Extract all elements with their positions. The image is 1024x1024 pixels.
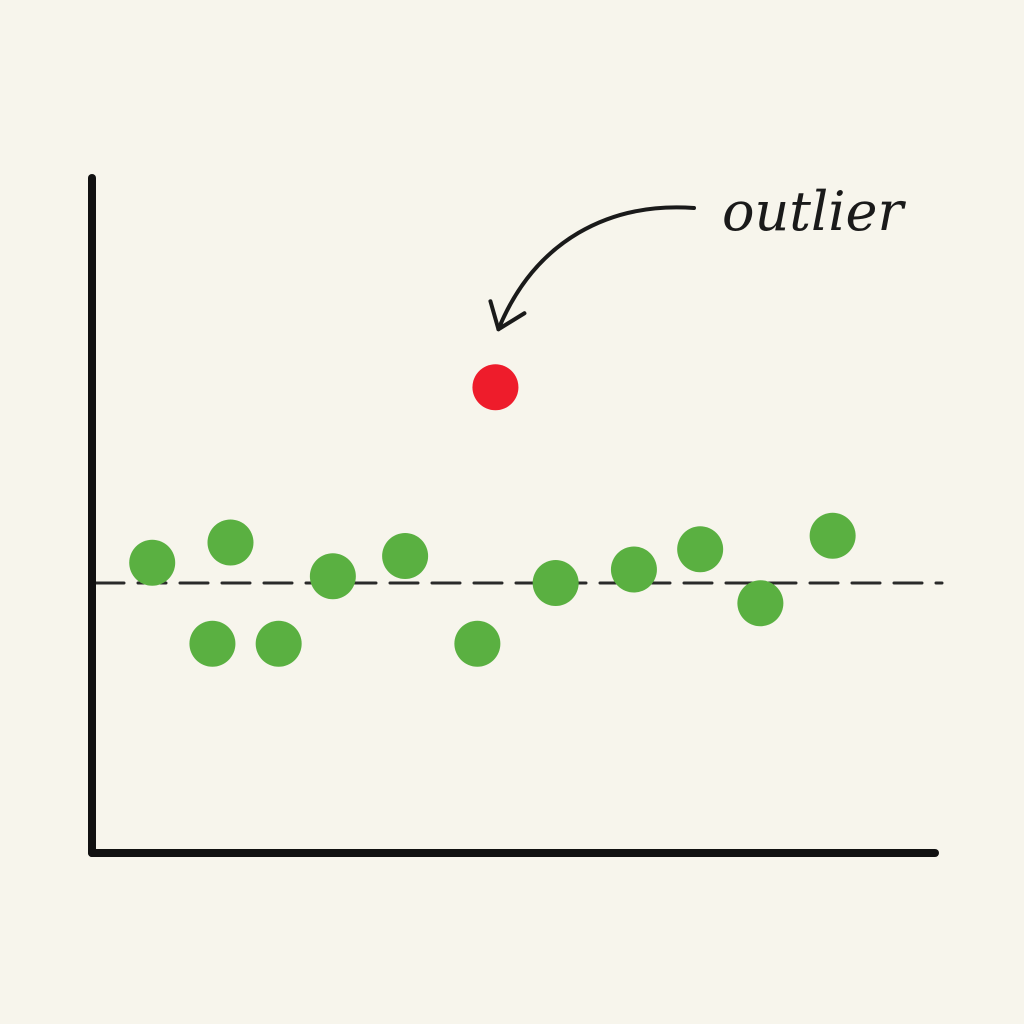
data-point [610,546,657,593]
data-point [532,560,579,606]
annotation-arrowhead [488,299,527,332]
data-point [207,519,254,566]
outlier-annotation-label: outlier [722,180,906,243]
data-point [454,620,501,667]
outlier-point [472,364,519,411]
annotation-layer: outlier [488,180,906,332]
data-point [737,580,784,627]
data-point [677,526,724,573]
data-point [309,553,356,600]
data-point [255,620,302,667]
data-point [809,512,856,559]
axes-layer [88,174,939,857]
data-point [129,539,176,586]
data-point [189,620,236,667]
points-layer [129,364,856,667]
annotation-arrow-curve [496,205,696,332]
data-point [382,533,429,579]
